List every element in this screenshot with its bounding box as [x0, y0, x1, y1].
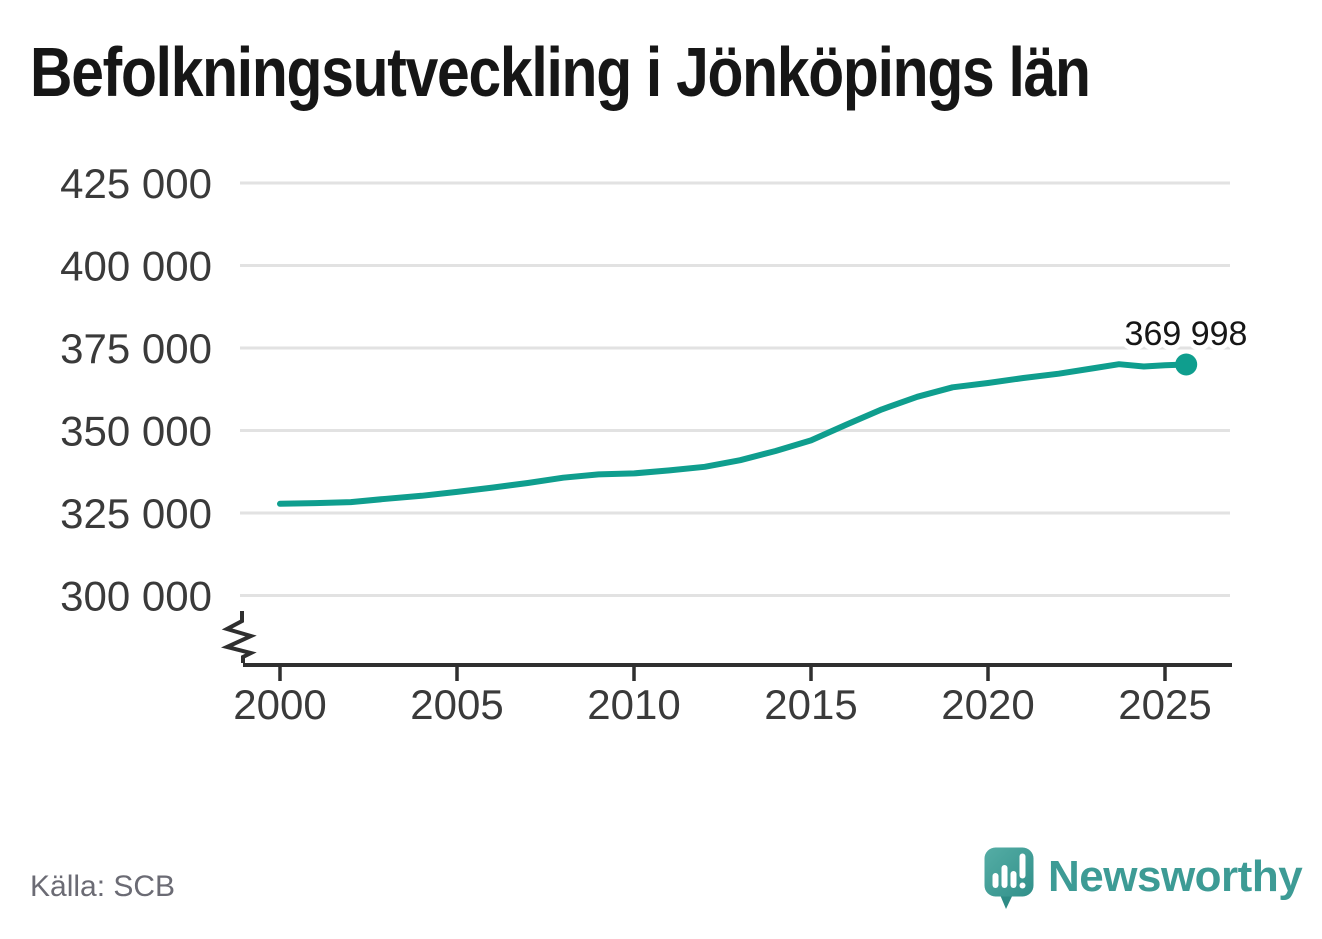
axis-break-icon: [220, 611, 257, 663]
x-tick-label: 2010: [587, 681, 680, 728]
logo-bubble: [984, 847, 1034, 897]
x-tick-label: 2015: [764, 681, 857, 728]
y-tick-label: 425 000: [60, 160, 212, 207]
newsworthy-logo: Newsworthy: [983, 846, 1303, 912]
newsworthy-wordmark: Newsworthy: [1048, 852, 1303, 901]
y-tick-label: 400 000: [60, 243, 212, 290]
y-tick-label: 375 000: [60, 325, 212, 372]
x-axis-labels: 2000 2005 2010 2015 2020 2025: [233, 681, 1211, 728]
y-axis-labels: 300 000 325 000 350 000 375 000 400 000 425 0…: [60, 160, 212, 620]
x-tick-label: 2020: [941, 681, 1034, 728]
x-tick-label: 2000: [233, 681, 326, 728]
x-axis-ticks: [278, 667, 1167, 681]
source-note: Källa: SCB: [30, 870, 176, 903]
x-tick-label: 2005: [410, 681, 503, 728]
logo-bar-chart-icon: [992, 853, 1026, 889]
page-title: Befolkningsutveckling i Jönköpings län: [30, 33, 1091, 111]
latest-value-label: 369 998: [1125, 315, 1248, 353]
newsworthy-logo-icon: [984, 847, 1034, 909]
y-tick-label: 325 000: [60, 490, 212, 537]
y-tick-label: 350 000: [60, 408, 212, 455]
population-line: [277, 361, 1190, 507]
y-tick-label: 300 000: [60, 573, 212, 620]
latest-point-marker: [1175, 353, 1198, 376]
x-tick-label: 2025: [1118, 681, 1211, 728]
grid-group: [240, 181, 1230, 597]
